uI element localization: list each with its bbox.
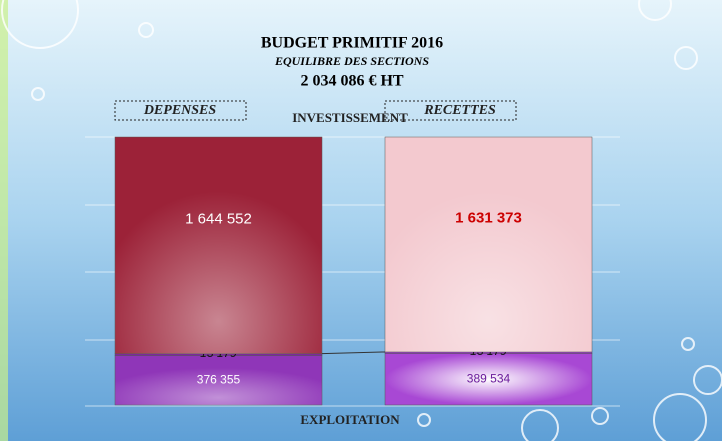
- series-label: INVESTISSEMENT: [292, 110, 408, 125]
- category-label: DEPENSES: [143, 103, 217, 118]
- series-label: EXPLOITATION: [300, 412, 400, 427]
- bar-glow: [385, 137, 592, 352]
- value-label: 1 644 552: [185, 210, 252, 227]
- subtitle: EQUILIBRE DES SECTIONS: [274, 54, 429, 68]
- bar-glow: [115, 355, 322, 405]
- value-label: 389 534: [467, 372, 511, 386]
- total: 2 034 086 € HT: [300, 73, 403, 90]
- bar-glow: [115, 137, 322, 354]
- value-label: 376 355: [197, 372, 241, 386]
- chart-title: BUDGET PRIMITIF 2016: [261, 35, 443, 52]
- border: [0, 0, 8, 441]
- bar-glow: [385, 353, 592, 405]
- value-label: 1 631 373: [455, 210, 522, 227]
- transfer-line: [321, 351, 386, 355]
- category-label: RECETTES: [423, 103, 496, 118]
- category-box: [384, 100, 517, 121]
- category-box: [114, 100, 247, 121]
